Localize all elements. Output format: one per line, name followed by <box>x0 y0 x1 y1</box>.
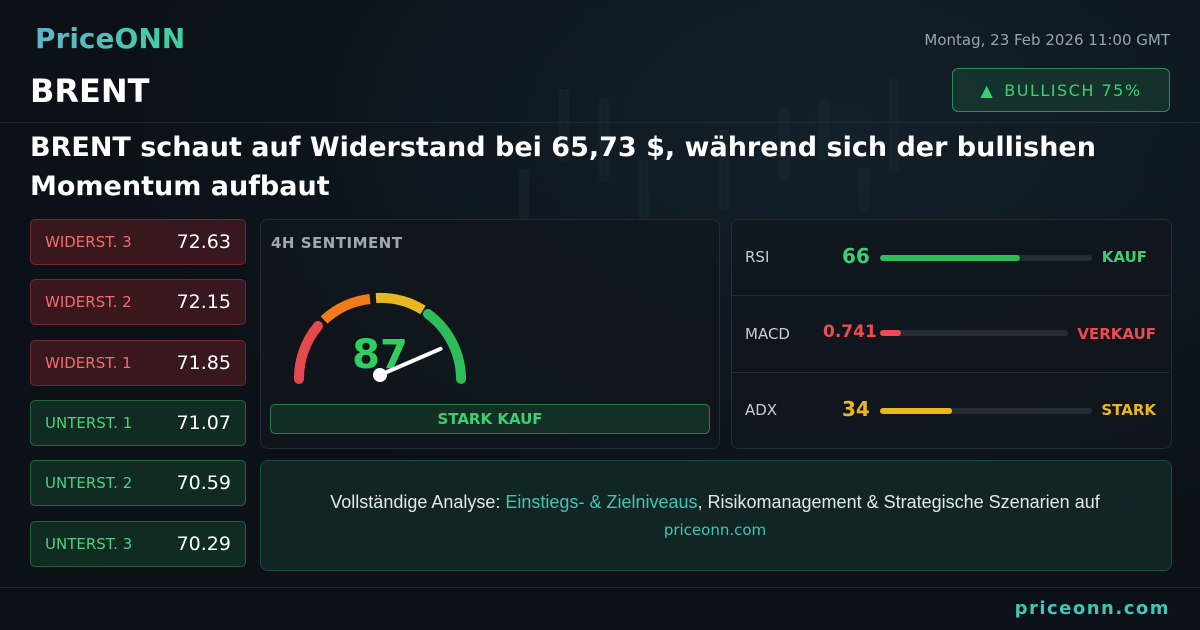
date: Montag, 23 Feb 2026 11:00 GMT <box>924 31 1170 49</box>
bar-fill <box>880 255 1020 261</box>
bar-track <box>880 330 1068 336</box>
indicator-name: ADX <box>745 401 778 419</box>
level: UNTERST. 3 70.29 <box>30 521 246 567</box>
symbol: BRENT <box>30 72 150 110</box>
level-label: WIDERST. 1 <box>45 354 132 372</box>
level: UNTERST. 1 71.07 <box>30 400 246 446</box>
level-label: UNTERST. 3 <box>45 535 133 553</box>
row-separator <box>732 372 1169 373</box>
sentiment-title: 4H SENTIMENT <box>271 234 403 252</box>
level-label: UNTERST. 1 <box>45 414 133 432</box>
cta-text: Vollständige Analyse: Einstiegs- & Zieln… <box>260 492 1170 513</box>
indicator-value: 0.741 <box>823 322 877 342</box>
gauge-arc <box>293 321 323 384</box>
level: UNTERST. 2 70.59 <box>30 460 246 506</box>
cta-suffix: , Risikomanagement & Strategische Szenar… <box>697 492 1100 512</box>
cta-prefix: Vollständige Analyse: <box>330 492 506 512</box>
gauge-arc <box>423 309 466 384</box>
level: WIDERST. 2 72.15 <box>30 279 246 325</box>
level: WIDERST. 1 71.85 <box>30 340 246 386</box>
gauge-needle <box>378 346 443 377</box>
level: WIDERST. 3 72.63 <box>30 219 246 265</box>
sentiment-signal: STARK KAUF <box>270 404 710 434</box>
sentiment-panel <box>260 219 720 449</box>
level-label: WIDERST. 3 <box>45 233 132 251</box>
gauge-pivot <box>373 368 387 382</box>
gauge-arc <box>320 294 371 324</box>
indicator-value: 66 <box>842 244 870 268</box>
bar-fill <box>880 330 901 336</box>
separator <box>0 587 1200 588</box>
logo: PriceONN <box>35 22 186 55</box>
level-label: WIDERST. 2 <box>45 293 132 311</box>
arrow-icon: ▲ <box>980 80 995 100</box>
level-value: 71.85 <box>176 352 231 374</box>
bar-fill <box>880 408 953 414</box>
indicator-signal: VERKAUF <box>1077 325 1156 343</box>
sentiment-badge: ▲ BULLISCH 75% <box>952 68 1170 112</box>
gauge-arc <box>375 292 426 315</box>
headline: BRENT schaut auf Widerstand bei 65,73 $,… <box>30 132 1096 202</box>
indicator-signal: STARK <box>1101 401 1156 419</box>
footer-site[interactable]: priceonn.com <box>1014 598 1170 619</box>
indicator-name: MACD <box>745 325 790 343</box>
cta-link[interactable]: priceonn.com <box>663 521 767 539</box>
indicator-signal: KAUF <box>1101 248 1147 266</box>
row-separator <box>732 295 1169 296</box>
separator <box>0 122 1200 123</box>
cta-highlight: Einstiegs- & Zielniveaus <box>505 492 698 512</box>
level-label: UNTERST. 2 <box>45 474 133 492</box>
indicator-value: 34 <box>842 397 870 421</box>
indicator-name: RSI <box>745 248 770 266</box>
gauge: 87 <box>293 292 466 384</box>
cta-panel <box>260 460 1172 571</box>
level-value: 70.59 <box>176 472 231 494</box>
level-value: 72.63 <box>176 231 231 253</box>
level-value: 71.07 <box>176 412 231 434</box>
level-value: 72.15 <box>176 291 231 313</box>
level-value: 70.29 <box>176 533 231 555</box>
badge-text: BULLISCH 75% <box>1004 80 1142 100</box>
